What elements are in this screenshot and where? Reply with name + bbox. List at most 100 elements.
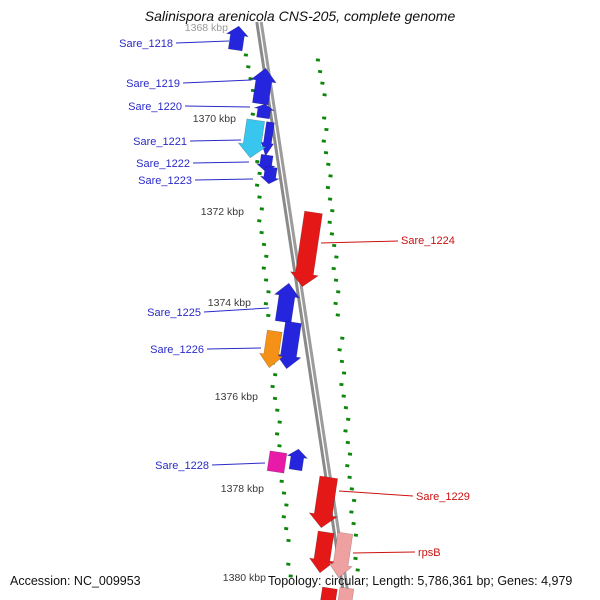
codon-tick bbox=[327, 197, 333, 201]
codon-tick bbox=[257, 195, 262, 199]
kbp-marker: 1374 kbp bbox=[208, 297, 251, 309]
codon-tick bbox=[339, 382, 344, 387]
codon-tick bbox=[259, 230, 264, 235]
label-leader-line bbox=[184, 105, 251, 108]
gene-label-Sare_1228[interactable]: Sare_1228 bbox=[155, 460, 209, 472]
gene-feature[interactable] bbox=[327, 531, 357, 580]
codon-tick bbox=[277, 444, 282, 448]
label-leader-line bbox=[338, 490, 414, 497]
codon-tick bbox=[341, 394, 346, 398]
kbp-marker: 1378 kbp bbox=[221, 483, 264, 495]
gene-label-Sare_1224[interactable]: Sare_1224 bbox=[401, 235, 455, 247]
codon-tick bbox=[320, 81, 325, 85]
codon-tick bbox=[345, 440, 350, 445]
codon-tick bbox=[332, 243, 337, 248]
codon-tick bbox=[284, 503, 289, 507]
kbp-marker: 1370 kbp bbox=[193, 113, 236, 125]
codon-tick bbox=[243, 53, 249, 57]
codon-tick bbox=[322, 93, 327, 97]
gene-label-Sare_1225[interactable]: Sare_1225 bbox=[147, 307, 201, 319]
gene-label-Sare_1226[interactable]: Sare_1226 bbox=[150, 344, 204, 356]
codon-tick bbox=[330, 209, 335, 213]
gene-Sare_1219[interactable] bbox=[248, 66, 278, 106]
codon-tick bbox=[266, 290, 271, 294]
codon-tick bbox=[281, 491, 287, 495]
codon-tick bbox=[346, 417, 351, 421]
codon-tick bbox=[328, 174, 333, 178]
gene-feature[interactable] bbox=[285, 448, 309, 472]
codon-tick bbox=[317, 69, 323, 74]
codon-tick bbox=[326, 162, 331, 166]
gene-label-Sare_1223[interactable]: Sare_1223 bbox=[138, 175, 192, 187]
codon-tick bbox=[264, 254, 269, 258]
gene-Sare_1221[interactable] bbox=[236, 118, 269, 160]
codon-tick bbox=[250, 88, 256, 93]
gene-Sare_1225[interactable] bbox=[271, 281, 301, 324]
codon-tick bbox=[335, 313, 340, 317]
gene-Sare_1220[interactable] bbox=[253, 103, 275, 120]
gene-label-Sare_1218[interactable]: Sare_1218 bbox=[119, 38, 173, 50]
gene-Sare_1218[interactable] bbox=[224, 25, 249, 52]
gene-label-Sare_1222[interactable]: Sare_1222 bbox=[136, 158, 190, 170]
codon-tick bbox=[254, 183, 260, 187]
codon-tick bbox=[277, 420, 282, 424]
accession-text: Accession: NC_009953 bbox=[10, 574, 141, 588]
codon-tick bbox=[246, 65, 251, 69]
codon-tick bbox=[334, 255, 339, 259]
codon-tick bbox=[274, 432, 280, 436]
label-leader-line bbox=[320, 240, 399, 244]
codon-tick bbox=[250, 112, 255, 116]
codon-tick bbox=[257, 171, 262, 176]
label-leader-line bbox=[203, 307, 270, 313]
kbp-marker: 1372 kbp bbox=[201, 206, 244, 218]
codon-tick bbox=[329, 232, 335, 236]
gene-Sare_1223[interactable] bbox=[259, 165, 280, 186]
kbp-marker: 1376 kbp bbox=[215, 391, 258, 403]
gene-label-rpsB[interactable]: rpsB bbox=[418, 547, 441, 559]
codon-tick bbox=[355, 568, 360, 572]
kbp-marker: 1368 kbp bbox=[185, 22, 228, 34]
gene-feature[interactable] bbox=[318, 586, 338, 600]
codon-tick bbox=[323, 151, 329, 155]
codon-tick bbox=[321, 139, 326, 143]
gene-rpsB[interactable] bbox=[308, 530, 339, 574]
codon-tick bbox=[324, 127, 329, 132]
codon-tick bbox=[286, 538, 291, 543]
gene-Sare_1226[interactable] bbox=[258, 329, 287, 369]
codon-tick bbox=[270, 384, 275, 389]
codon-tick bbox=[333, 278, 339, 282]
codon-tick bbox=[341, 371, 347, 375]
codon-tick bbox=[315, 58, 321, 62]
codon-tick bbox=[340, 336, 345, 340]
codon-tick bbox=[288, 574, 293, 578]
codon-tick bbox=[322, 116, 327, 120]
codon-tick bbox=[263, 278, 269, 282]
gene-Sare_1224[interactable] bbox=[289, 210, 328, 288]
codon-tick bbox=[339, 359, 345, 364]
gene-Sare_1228[interactable] bbox=[266, 450, 288, 474]
codon-tick bbox=[273, 373, 278, 377]
label-leader-line bbox=[175, 40, 230, 44]
codon-tick bbox=[353, 533, 359, 537]
codon-tick bbox=[337, 348, 342, 352]
gene-label-Sare_1229[interactable]: Sare_1229 bbox=[416, 491, 470, 503]
label-leader-line bbox=[182, 79, 252, 84]
topology-text: Topology: circular; Length: 5,786,361 bp… bbox=[268, 574, 573, 588]
codon-tick bbox=[325, 185, 331, 190]
codon-tick bbox=[261, 266, 266, 270]
codon-tick bbox=[259, 207, 264, 211]
gene-label-Sare_1219[interactable]: Sare_1219 bbox=[126, 78, 180, 90]
label-leader-line bbox=[206, 347, 262, 350]
gene-feature[interactable] bbox=[335, 586, 355, 600]
codon-tick bbox=[281, 515, 286, 519]
gene-Sare_1229[interactable] bbox=[307, 475, 342, 530]
codon-tick bbox=[349, 487, 354, 491]
kbp-marker: 1380 kbp bbox=[223, 572, 266, 584]
gene-label-Sare_1220[interactable]: Sare_1220 bbox=[128, 101, 182, 113]
codon-tick bbox=[279, 479, 284, 483]
gene-label-Sare_1221[interactable]: Sare_1221 bbox=[133, 136, 187, 148]
codon-tick bbox=[347, 452, 353, 456]
codon-tick bbox=[266, 313, 271, 318]
